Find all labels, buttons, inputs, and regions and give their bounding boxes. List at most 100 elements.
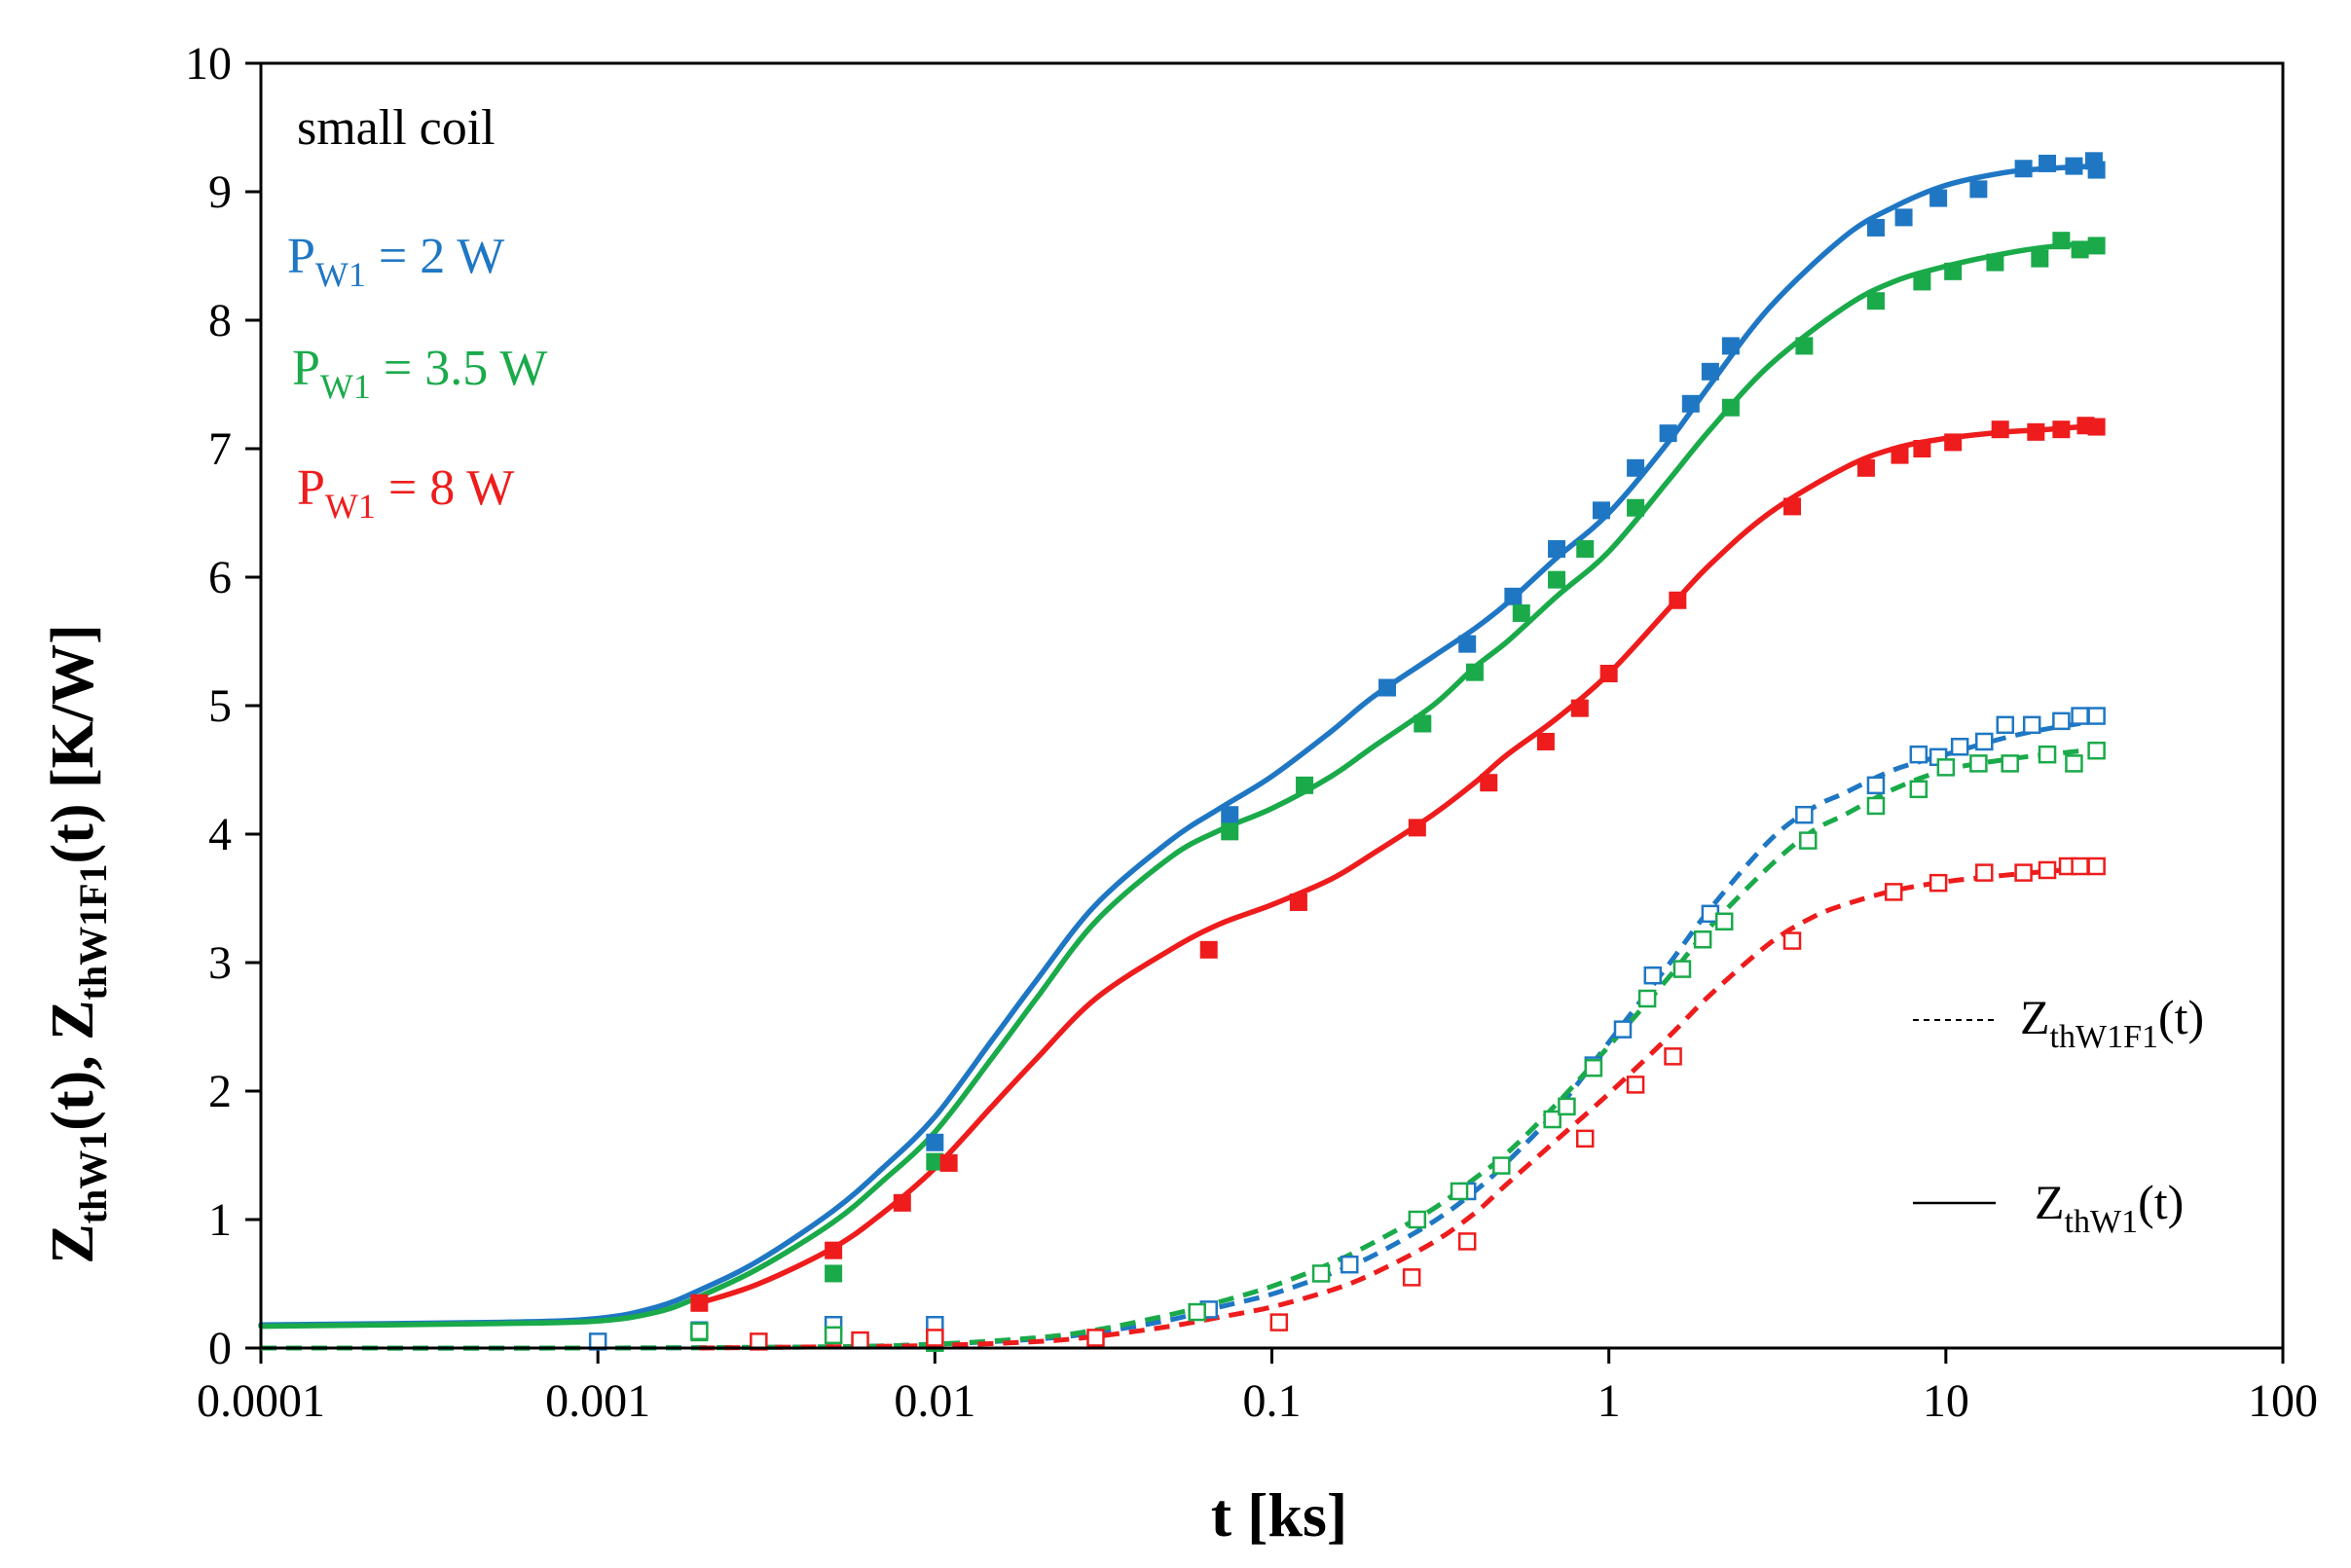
data-point-meas-zthw1-p-8w [1783, 497, 1802, 516]
data-point-meas-zthw1-p-2w [1659, 424, 1677, 443]
legend-label-zthw1f1: ZthW1F1(t) [2020, 990, 2204, 1055]
data-point-meas-zthw1-p-2w [2039, 154, 2057, 172]
legend-zthw1f1-sub: thW1F1 [2050, 1019, 2158, 1055]
power-8w-rest: = 8 W [376, 460, 514, 516]
y-axis-title-sub1: thW1 [71, 1131, 115, 1224]
x-tick-label: 0.1 [1243, 1375, 1302, 1427]
data-point-meas-zthw1f1-p-2w [2022, 715, 2041, 735]
data-point-meas-zthw1f1-p-3-5w [1969, 754, 1988, 773]
data-point-meas-zthw1-p-8w [1408, 819, 1426, 837]
data-point-meas-zthw1f1-p-2w [1795, 805, 1814, 824]
data-point-meas-zthw1f1-p-3-5w [1584, 1058, 1603, 1077]
data-point-meas-zthw1-p-2w [1969, 180, 1988, 199]
data-point-meas-zthw1-p-3-5w [1866, 292, 1885, 310]
legend-zthw1-base: Z [2035, 1175, 2065, 1229]
data-point-meas-zthw1f1-p-8w [1782, 931, 1802, 950]
data-point-meas-zthw1-p-3-5w [926, 1152, 944, 1171]
y-tick-label: 9 [208, 166, 232, 218]
data-point-meas-zthw1-p-8w [1913, 440, 1931, 457]
data-point-meas-zthw1f1-p-2w [1909, 745, 1929, 764]
x-tick-label: 100 [2248, 1375, 2318, 1427]
data-point-meas-zthw1-p-2w [2014, 160, 2033, 178]
data-point-meas-zthw1-p-8w [1891, 446, 1909, 464]
y-tick-label: 4 [208, 809, 232, 860]
data-point-meas-zthw1-p-3-5w [2031, 249, 2049, 268]
power-3-5w-sub: W1 [320, 367, 371, 406]
data-point-meas-zthw1f1-p-3-5w [1450, 1182, 1469, 1201]
data-point-meas-zthw1-p-2w [1627, 458, 1645, 477]
power-3-5w-base: P [292, 341, 320, 396]
data-point-meas-zthw1-p-8w [1599, 665, 1618, 682]
data-point-meas-zthw1-p-8w [939, 1153, 958, 1172]
data-point-meas-zthw1f1-p-2w [1341, 1255, 1359, 1274]
data-point-meas-zthw1-p-3-5w [825, 1264, 843, 1283]
data-point-meas-zthw1-p-8w [2027, 422, 2045, 441]
x-tick-label: 1 [1598, 1375, 1621, 1427]
data-point-meas-zthw1f1-p-8w [2038, 860, 2057, 880]
y-tick-label: 6 [208, 552, 232, 603]
y-axis-title-sub2: thW1F1 [71, 863, 115, 1000]
data-point-meas-zthw1f1-p-3-5w [1558, 1097, 1576, 1116]
data-point-meas-zthw1f1-p-2w [1996, 715, 2015, 735]
data-point-meas-zthw1-p-8w [1480, 774, 1498, 792]
data-point-meas-zthw1f1-p-8w [1457, 1232, 1477, 1251]
y-axis-title-tail1: (t), [40, 1040, 106, 1131]
data-point-meas-zthw1f1-p-3-5w [1909, 780, 1929, 799]
x-tick-label: 0.01 [894, 1375, 975, 1427]
data-point-meas-zthw1f1-p-3-5w [1672, 960, 1692, 978]
data-point-meas-zthw1f1-p-8w [1575, 1129, 1595, 1149]
data-point-meas-zthw1f1-p-2w [1866, 776, 1886, 795]
data-point-meas-zthw1f1-p-3-5w [2001, 754, 2019, 773]
data-point-meas-zthw1f1-p-2w [1950, 737, 1969, 756]
data-point-meas-zthw1-p-3-5w [1795, 337, 1814, 355]
data-point-meas-zthw1f1-p-3-5w [2065, 754, 2083, 773]
power-2w-sub: W1 [315, 255, 366, 294]
data-point-meas-zthw1f1-p-8w [1664, 1047, 1682, 1066]
data-point-meas-zthw1f1-p-3-5w [1866, 796, 1886, 816]
legend-label-zthw1: ZthW1(t) [2035, 1175, 2184, 1240]
data-point-meas-zthw1-p-3-5w [1986, 253, 2004, 272]
data-point-meas-zthw1-p-8w [1570, 699, 1589, 717]
power-3-5w-rest: = 3.5 W [371, 341, 547, 396]
y-axis-title-z1: Z [40, 1223, 106, 1263]
data-point-meas-zthw1-p-3-5w [2052, 232, 2071, 250]
legend-zthw1f1-rest: (t) [2158, 990, 2204, 1044]
data-point-meas-zthw1-p-8w [1991, 420, 2009, 439]
annotation-small-coil: small coil [297, 100, 496, 156]
data-point-meas-zthw1-p-3-5w [1296, 776, 1314, 794]
legend-zthw1-sub: thW1 [2065, 1204, 2139, 1240]
data-point-meas-zthw1f1-p-2w [1613, 1020, 1633, 1039]
data-point-meas-zthw1-p-3-5w [1548, 570, 1566, 589]
x-tick-label: 0.0001 [197, 1375, 325, 1427]
data-point-meas-zthw1-p-2w [1548, 539, 1566, 558]
data-point-meas-zthw1f1-p-3-5w [1492, 1156, 1511, 1175]
plot-area-frame [259, 61, 2285, 1350]
data-point-meas-zthw1-p-2w [1929, 189, 1948, 207]
y-axis-title: ZthW1(t), ZthW1F1(t) [K/W] [40, 624, 115, 1263]
data-point-meas-zthw1f1-p-3-5w [1311, 1264, 1331, 1283]
power-8w-sub: W1 [325, 487, 376, 526]
marker-layer [588, 152, 2106, 1352]
y-axis-title-tail2: (t) [K/W] [40, 624, 106, 863]
data-point-meas-zthw1-p-3-5w [1944, 262, 1963, 280]
data-point-meas-zthw1f1-p-8w [1884, 883, 1903, 901]
series-line-zthw1-p-3-5w [258, 240, 2100, 1330]
data-point-meas-zthw1f1-p-8w [1929, 873, 1948, 893]
data-point-meas-zthw1f1-p-8w [1086, 1329, 1105, 1347]
data-point-meas-zthw1-p-8w [1199, 940, 1218, 959]
data-point-meas-zthw1-p-8w [825, 1241, 843, 1259]
data-point-meas-zthw1f1-p-3-5w [1714, 912, 1734, 931]
data-point-meas-zthw1-p-2w [1378, 678, 1397, 697]
y-tick-label: 3 [208, 937, 232, 989]
y-tick-label: 7 [208, 423, 232, 475]
data-point-meas-zthw1-p-8w [1856, 458, 1875, 477]
data-point-meas-zthw1-p-3-5w [1465, 663, 1484, 681]
x-axis-title: t [ks] [1211, 1480, 1347, 1550]
data-point-meas-zthw1f1-p-8w [2087, 857, 2106, 876]
y-axis-title-z2: Z [40, 1000, 106, 1039]
power-2w-base: P [287, 229, 315, 284]
x-tick-label: 10 [1923, 1375, 1969, 1427]
data-point-meas-zthw1-p-8w [2052, 420, 2071, 439]
data-point-meas-zthw1-p-2w [926, 1133, 944, 1151]
data-point-meas-zthw1-p-2w [1866, 218, 1885, 237]
